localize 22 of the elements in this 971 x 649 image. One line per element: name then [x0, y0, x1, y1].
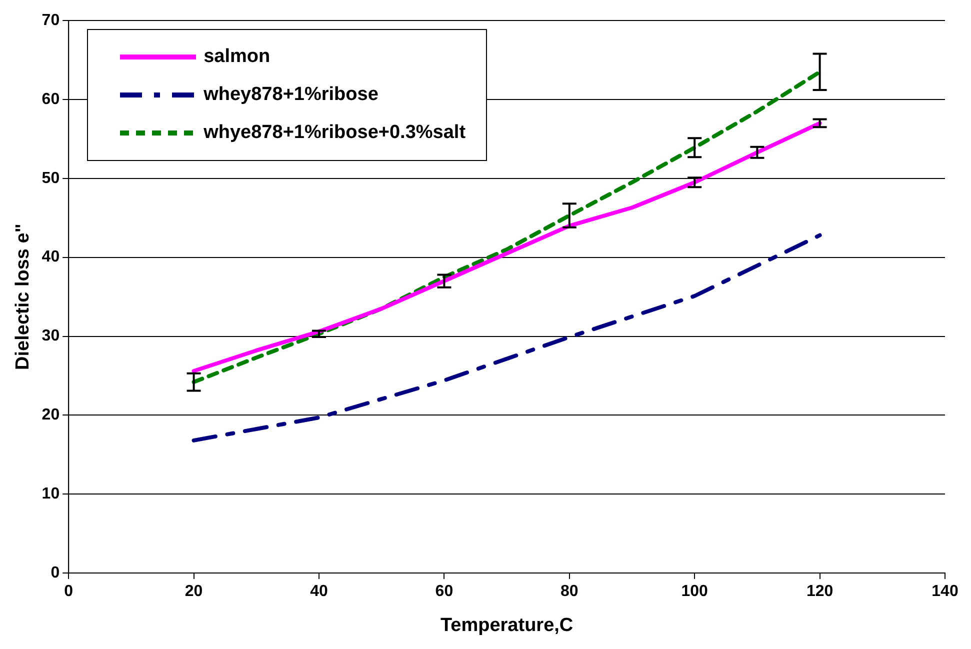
y-tick-label: 30 [42, 328, 60, 345]
x-tick-label: 80 [560, 583, 578, 600]
line-series [192, 233, 822, 442]
y-tick-label: 40 [42, 248, 60, 266]
x-tick-label: 40 [310, 583, 328, 600]
legend-label: salmon [204, 46, 270, 68]
y-tick-label: 0 [50, 564, 60, 582]
y-axis-title: Dielectic loss e" [12, 224, 34, 370]
y-tick-label: 50 [42, 170, 60, 187]
legend-label: whey878+1%ribose [204, 84, 378, 106]
x-tick-label: 100 [681, 583, 708, 600]
x-tick-label: 60 [435, 583, 454, 600]
y-tick-label: 60 [42, 90, 60, 108]
legend-label: whye878+1%ribose+0.3%salt [204, 122, 466, 144]
y-tick-label: 10 [42, 485, 60, 502]
x-axis-title: Temperature,C [440, 614, 574, 636]
x-tick-label: 120 [806, 583, 834, 600]
x-tick-label: 0 [64, 583, 74, 600]
x-tick-label: 20 [184, 583, 203, 600]
y-tick-label: 20 [42, 406, 60, 424]
x-tick-label: 140 [932, 583, 958, 600]
y-tick-label: 70 [42, 12, 60, 30]
